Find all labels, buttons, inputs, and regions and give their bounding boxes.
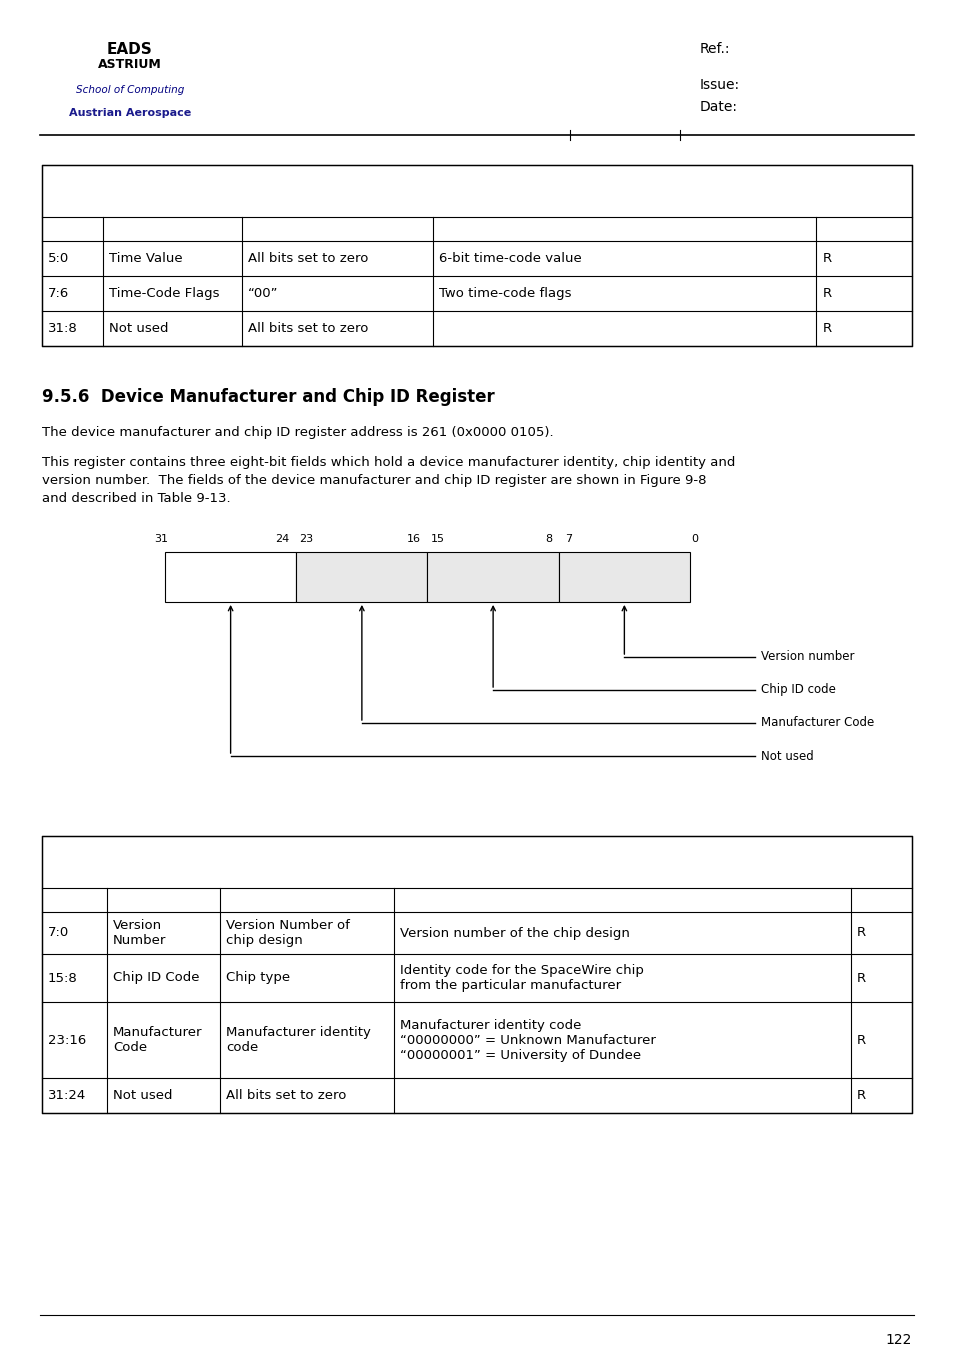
Text: 122: 122: [884, 1332, 911, 1347]
Text: 7:0: 7:0: [48, 926, 70, 940]
Text: 8: 8: [544, 535, 552, 544]
Text: Two time-code flags: Two time-code flags: [439, 288, 572, 300]
Text: Not used: Not used: [109, 323, 169, 335]
Text: Not used: Not used: [113, 1089, 172, 1102]
Text: 31:8: 31:8: [48, 323, 77, 335]
Text: Chip ID Code: Chip ID Code: [113, 972, 199, 984]
Text: R: R: [856, 926, 865, 940]
Text: Manufacturer Code: Manufacturer Code: [760, 717, 873, 729]
Text: Issue:: Issue:: [700, 78, 740, 92]
Bar: [427, 552, 558, 602]
Text: Austrian Aerospace: Austrian Aerospace: [69, 108, 191, 117]
Text: R: R: [856, 1089, 865, 1102]
Text: 16: 16: [406, 535, 420, 544]
Text: “00”: “00”: [248, 288, 278, 300]
Text: 6-bit time-code value: 6-bit time-code value: [439, 252, 581, 265]
Bar: [165, 552, 296, 602]
Text: Not used: Not used: [760, 749, 813, 763]
Text: Ref.:: Ref.:: [700, 42, 730, 55]
Text: 0: 0: [691, 535, 698, 544]
Text: 7:6: 7:6: [48, 288, 70, 300]
Text: and described in Table 9-13.: and described in Table 9-13.: [42, 491, 231, 505]
Text: Version number: Version number: [760, 651, 854, 663]
Text: Time-Code Flags: Time-Code Flags: [109, 288, 219, 300]
Text: R: R: [856, 972, 865, 984]
Text: Date:: Date:: [700, 100, 738, 113]
Text: 31:24: 31:24: [48, 1089, 86, 1102]
Text: version number.  The fields of the device manufacturer and chip ID register are : version number. The fields of the device…: [42, 474, 706, 487]
Text: 24: 24: [274, 535, 289, 544]
Text: 15:8: 15:8: [48, 972, 77, 984]
Text: R: R: [821, 323, 831, 335]
Text: School of Computing: School of Computing: [75, 85, 184, 94]
Bar: [296, 552, 427, 602]
Text: EADS: EADS: [107, 42, 152, 57]
Text: 7: 7: [564, 535, 572, 544]
Text: Version
Number: Version Number: [113, 919, 167, 946]
Text: 31: 31: [153, 535, 168, 544]
Bar: [42, 836, 911, 1112]
Text: Version number of the chip design: Version number of the chip design: [400, 926, 630, 940]
Text: All bits set to zero: All bits set to zero: [248, 252, 368, 265]
Text: Identity code for the SpaceWire chip
from the particular manufacturer: Identity code for the SpaceWire chip fro…: [400, 964, 643, 992]
Text: Manufacturer
Code: Manufacturer Code: [113, 1026, 203, 1054]
Text: 15: 15: [430, 535, 444, 544]
Bar: [558, 552, 689, 602]
Text: Manufacturer identity code
“00000000” = Unknown Manufacturer
“00000001” = Univer: Manufacturer identity code “00000000” = …: [400, 1018, 656, 1061]
Text: Version Number of
chip design: Version Number of chip design: [226, 919, 350, 946]
Text: 5:0: 5:0: [48, 252, 70, 265]
Text: All bits set to zero: All bits set to zero: [226, 1089, 346, 1102]
Text: R: R: [821, 288, 831, 300]
Text: Chip ID code: Chip ID code: [760, 683, 835, 697]
Text: 9.5.6  Device Manufacturer and Chip ID Register: 9.5.6 Device Manufacturer and Chip ID Re…: [42, 387, 495, 406]
Text: R: R: [856, 1034, 865, 1046]
Text: 23: 23: [299, 535, 313, 544]
Text: Time Value: Time Value: [109, 252, 182, 265]
Text: ASTRIUM: ASTRIUM: [98, 58, 162, 72]
Bar: [42, 165, 911, 346]
Text: This register contains three eight-bit fields which hold a device manufacturer i: This register contains three eight-bit f…: [42, 456, 735, 468]
Text: All bits set to zero: All bits set to zero: [248, 323, 368, 335]
Text: The device manufacturer and chip ID register address is 261 (0x0000 0105).: The device manufacturer and chip ID regi…: [42, 427, 553, 439]
Text: R: R: [821, 252, 831, 265]
Text: Manufacturer identity
code: Manufacturer identity code: [226, 1026, 371, 1054]
Text: 23:16: 23:16: [48, 1034, 86, 1046]
Text: Chip type: Chip type: [226, 972, 290, 984]
